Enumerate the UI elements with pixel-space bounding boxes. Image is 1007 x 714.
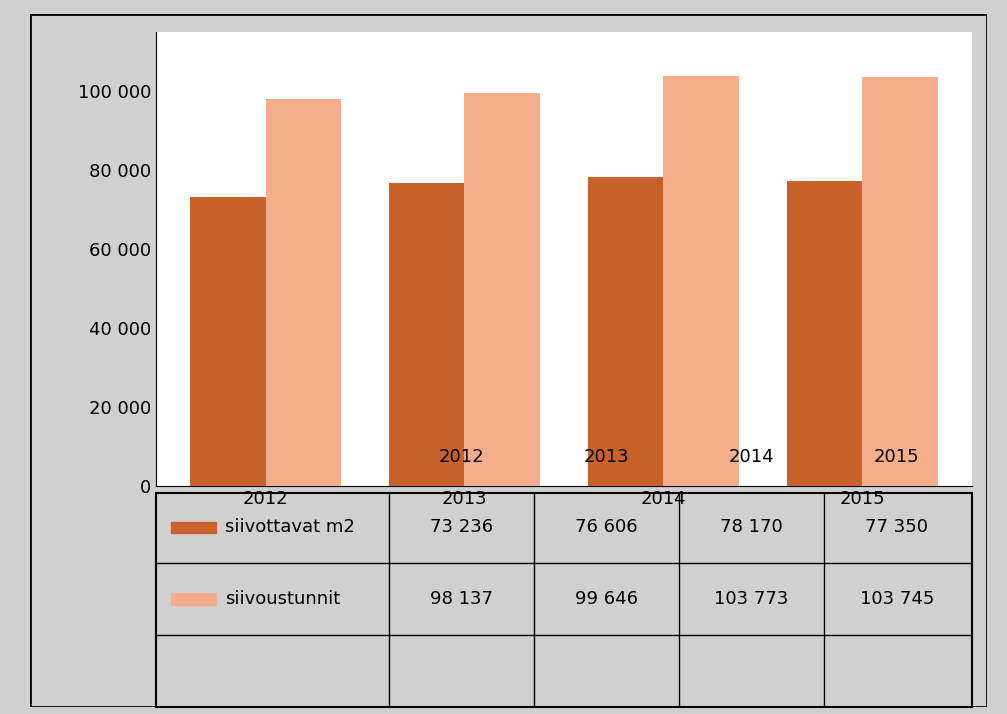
Bar xyxy=(464,93,540,486)
Bar xyxy=(786,181,862,486)
Text: 2012: 2012 xyxy=(438,448,484,466)
Text: siivottavat m2: siivottavat m2 xyxy=(226,518,355,536)
Bar xyxy=(171,593,215,605)
Text: 103 745: 103 745 xyxy=(860,590,933,608)
Text: 78 170: 78 170 xyxy=(720,518,782,536)
Text: 77 350: 77 350 xyxy=(865,518,928,536)
Text: 2013: 2013 xyxy=(583,448,629,466)
Bar xyxy=(171,521,215,533)
Text: 2015: 2015 xyxy=(874,448,919,466)
Text: 2014: 2014 xyxy=(729,448,774,466)
Bar xyxy=(588,177,664,486)
Bar xyxy=(664,76,739,486)
Bar xyxy=(862,76,938,486)
Text: 98 137: 98 137 xyxy=(430,590,492,608)
Text: siivoustunnit: siivoustunnit xyxy=(226,590,340,608)
Text: 76 606: 76 606 xyxy=(575,518,637,536)
Bar xyxy=(190,197,266,486)
Text: 99 646: 99 646 xyxy=(575,590,637,608)
Bar xyxy=(266,99,341,486)
Text: 103 773: 103 773 xyxy=(714,590,788,608)
Bar xyxy=(389,183,464,486)
Text: 73 236: 73 236 xyxy=(430,518,492,536)
